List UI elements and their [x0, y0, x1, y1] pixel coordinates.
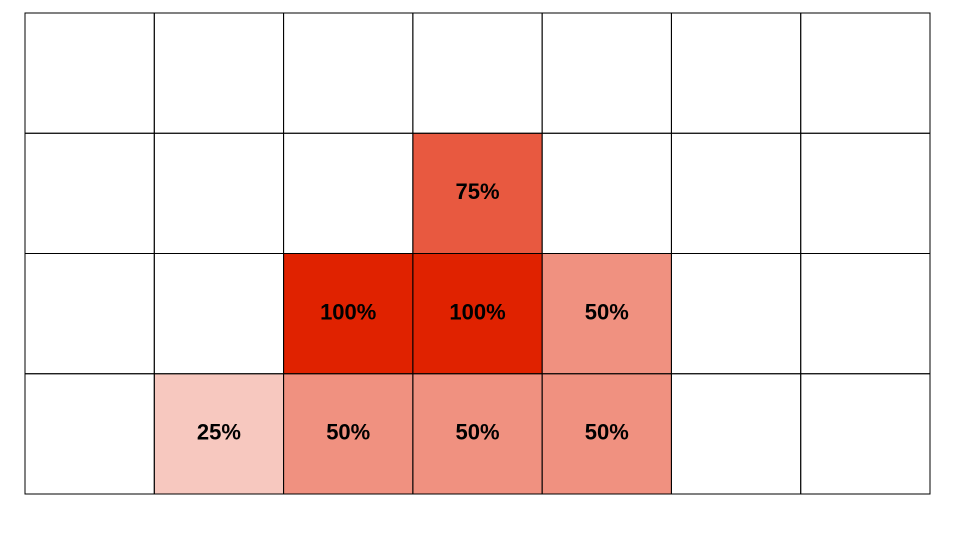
cell-border: [670, 373, 802, 495]
heat-cell: [542, 373, 672, 494]
heat-cell: [412, 373, 543, 494]
cell-border: [153, 12, 285, 134]
cell-border: [670, 253, 802, 375]
cell-border: [800, 12, 931, 134]
value-label: 100%: [320, 299, 376, 324]
cell-border: [800, 373, 931, 495]
cell-border: [24, 373, 155, 495]
cell-border: [153, 253, 285, 375]
cell-border: [541, 12, 672, 134]
cell-border: [541, 132, 672, 254]
cell-border: [412, 12, 543, 134]
heat-cell: [412, 253, 543, 374]
heat-cell: [283, 373, 413, 494]
value-label: 50%: [455, 420, 499, 445]
cell-border: [800, 253, 931, 375]
value-label: 50%: [326, 420, 370, 445]
cell-border: [153, 132, 285, 254]
cell-border: [24, 253, 155, 375]
heat-cell: [283, 253, 413, 374]
heat-cell: [154, 373, 284, 494]
heat-cell: [412, 133, 543, 254]
value-label: 25%: [197, 420, 241, 445]
value-label: 50%: [585, 420, 629, 445]
value-label: 50%: [585, 299, 629, 324]
heat-cell: [542, 253, 672, 374]
cell-border: [24, 132, 155, 254]
cell-border: [283, 132, 414, 254]
cell-border: [24, 12, 155, 134]
cell-border: [800, 132, 931, 254]
value-label: 100%: [449, 299, 505, 324]
cell-border: [670, 132, 802, 254]
value-label: 75%: [455, 179, 499, 204]
cell-border: [283, 12, 414, 134]
cell-border: [670, 12, 802, 134]
